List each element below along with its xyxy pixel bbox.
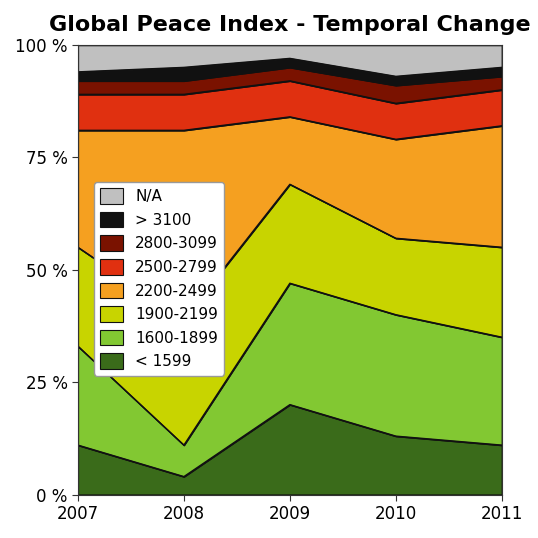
Title: Global Peace Index - Temporal Change: Global Peace Index - Temporal Change bbox=[49, 15, 530, 35]
Legend: N/A, > 3100, 2800-3099, 2500-2799, 2200-2499, 1900-2199, 1600-1899, < 1599: N/A, > 3100, 2800-3099, 2500-2799, 2200-… bbox=[94, 182, 224, 376]
